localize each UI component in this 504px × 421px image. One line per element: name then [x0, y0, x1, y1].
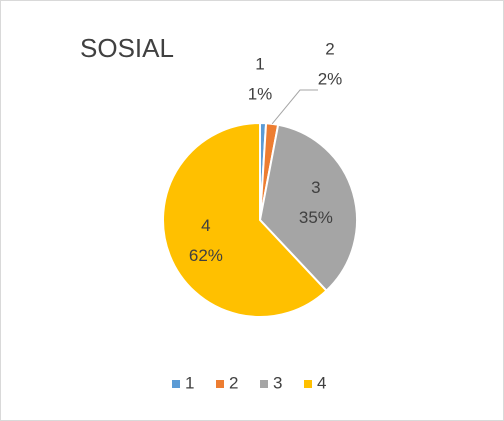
slice-value-label: 62% — [189, 246, 223, 265]
legend-swatch — [304, 380, 312, 388]
slice-category-label: 4 — [201, 216, 210, 235]
leader-line — [271, 89, 318, 125]
slice-value-label: 2% — [318, 69, 343, 88]
legend-swatch — [216, 380, 224, 388]
legend-label: 1 — [185, 373, 194, 392]
pie-slice — [162, 121, 328, 318]
slice-value-label: 35% — [299, 208, 333, 227]
slice-value-label: 1% — [248, 84, 273, 103]
legend-swatch — [172, 380, 180, 388]
legend-label: 4 — [317, 373, 326, 392]
pie-slice — [258, 123, 358, 293]
slice-category-label: 1 — [255, 54, 264, 73]
legend-label: 3 — [273, 373, 282, 392]
chart-title: SOSIAL — [80, 33, 174, 63]
slice-category-label: 2 — [325, 39, 334, 58]
legend-swatch — [260, 380, 268, 388]
slice-category-label: 3 — [311, 178, 320, 197]
legend-label: 2 — [229, 373, 238, 392]
